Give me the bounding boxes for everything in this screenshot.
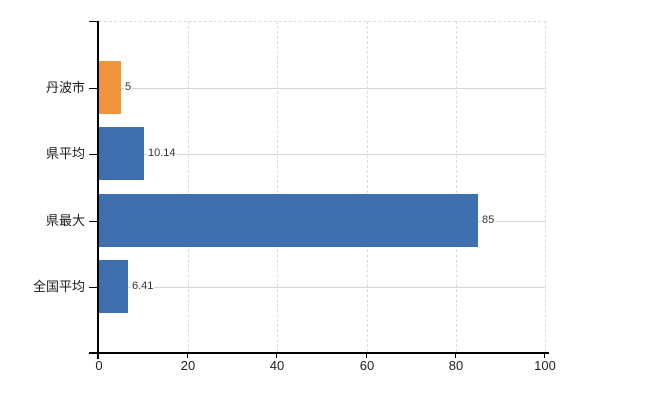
bar-value-label: 85: [481, 214, 496, 226]
category-label: 全国平均: [32, 279, 85, 294]
category-label: 丹波市: [45, 80, 85, 95]
h-gridline: [99, 154, 545, 155]
bar: [99, 194, 478, 247]
category-label: 県最大: [45, 213, 85, 228]
bar-value-label: 6.41: [131, 280, 155, 292]
v-gridline: [545, 21, 546, 352]
h-gridline: [99, 88, 545, 89]
x-tick-label: 0: [95, 358, 103, 373]
bar-value-label: 10.14: [147, 147, 177, 159]
bar: [99, 260, 128, 313]
plot-top-border: [99, 21, 546, 22]
x-tick: [544, 354, 545, 358]
v-gridline: [367, 21, 368, 352]
h-gridline: [99, 287, 545, 288]
x-tick-label: 80: [448, 358, 464, 373]
bar: [99, 61, 121, 114]
bar: [99, 127, 144, 180]
y-axis-line: [97, 21, 99, 359]
x-tick-label: 20: [180, 358, 196, 373]
y-tick: [89, 21, 97, 22]
y-tick: [89, 287, 97, 288]
y-tick: [89, 154, 97, 155]
y-tick: [89, 221, 97, 222]
x-tick: [98, 354, 99, 358]
x-tick: [455, 354, 456, 358]
x-tick: [187, 354, 188, 358]
bar-value-label: 5: [124, 81, 133, 93]
v-gridline: [456, 21, 457, 352]
x-tick-label: 100: [534, 358, 556, 373]
category-label: 県平均: [45, 146, 85, 161]
x-tick-label: 60: [359, 358, 375, 373]
v-gridline: [277, 21, 278, 352]
x-tick: [366, 354, 367, 358]
x-tick-label: 40: [269, 358, 285, 373]
y-tick: [89, 88, 97, 89]
x-tick: [276, 354, 277, 358]
v-gridline: [188, 21, 189, 352]
x-axis-line: [89, 352, 549, 354]
